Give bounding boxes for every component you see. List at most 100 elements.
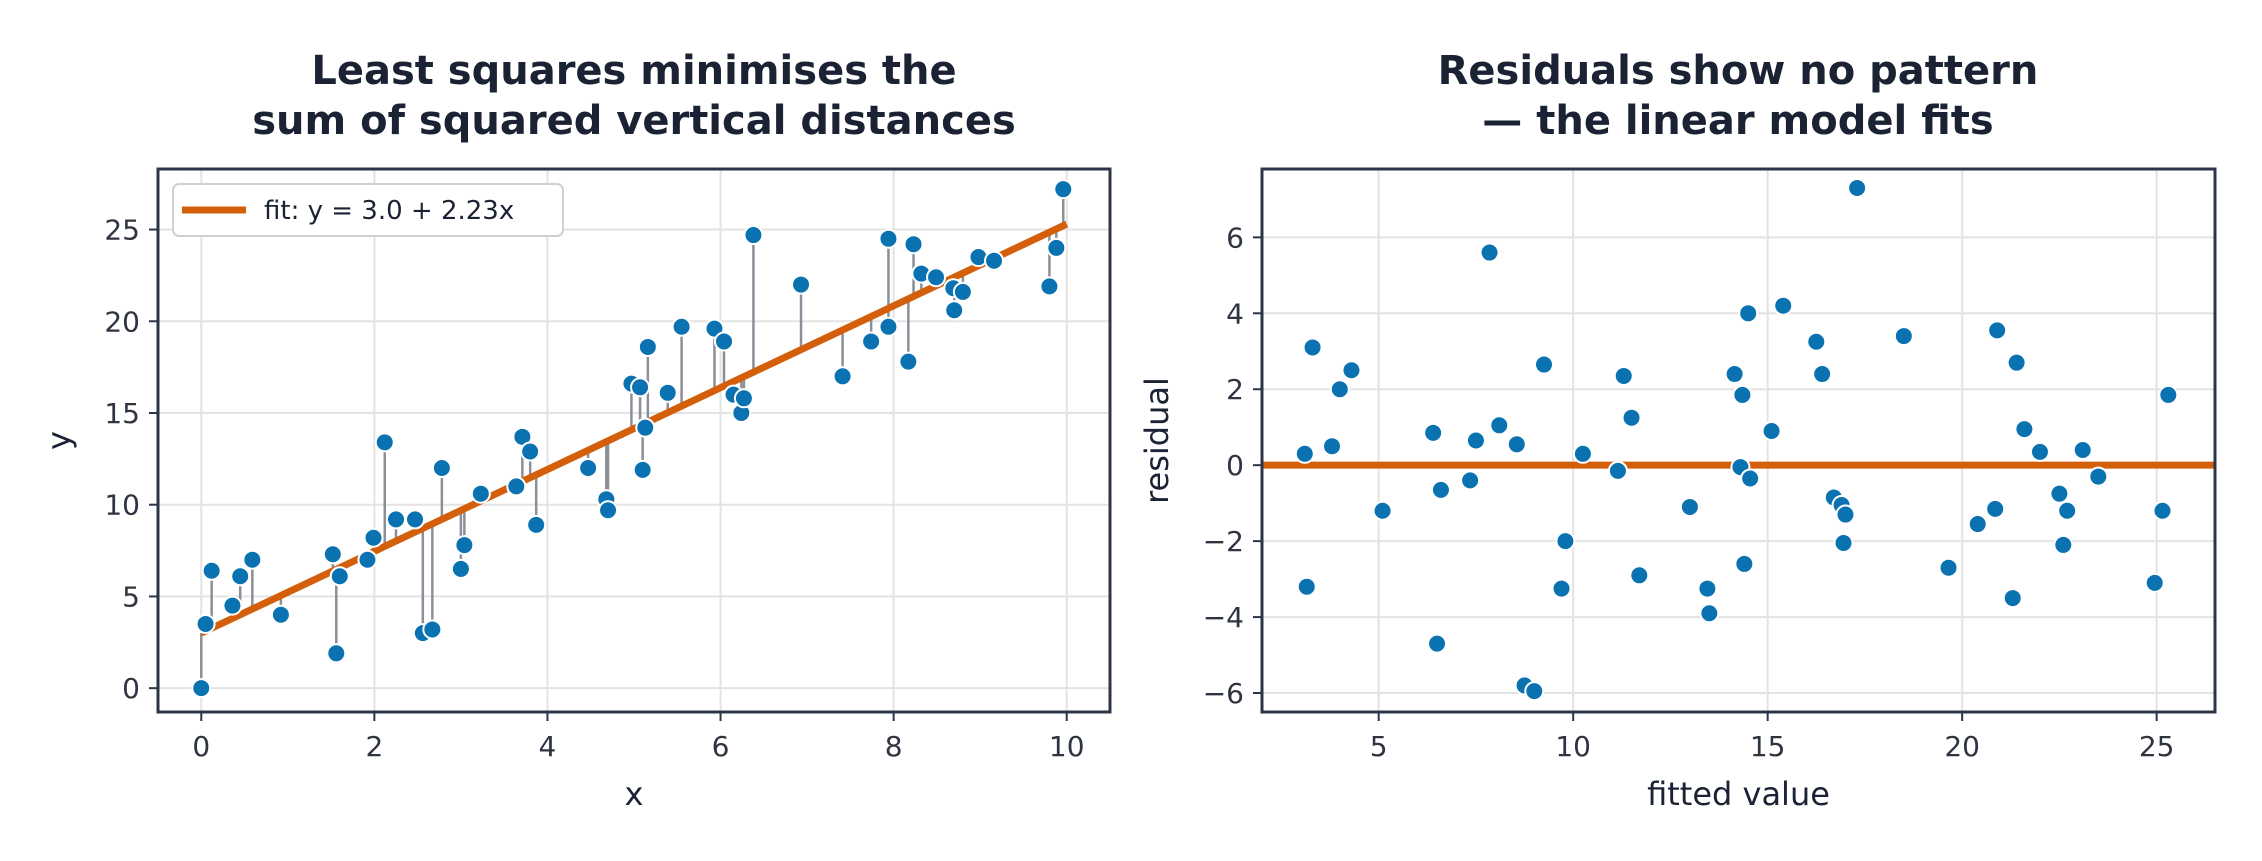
data-point bbox=[1773, 295, 1794, 316]
data-point bbox=[520, 441, 541, 462]
legend-box bbox=[172, 183, 564, 237]
y-tick-label: 20 bbox=[104, 305, 140, 338]
data-point bbox=[832, 366, 853, 387]
data-point bbox=[1572, 443, 1593, 464]
axes-frame bbox=[156, 167, 1112, 714]
data-point bbox=[2144, 572, 2165, 593]
data-point bbox=[195, 613, 216, 634]
data-point bbox=[1294, 443, 1315, 464]
y-tick-label: 2 bbox=[1226, 373, 1244, 406]
data-point bbox=[952, 281, 973, 302]
data-point bbox=[1740, 468, 1761, 489]
chart-title-line: sum of squared vertical distances bbox=[252, 98, 1016, 144]
x-tick-label: 6 bbox=[712, 730, 730, 763]
data-point bbox=[2049, 483, 2070, 504]
data-point bbox=[733, 388, 754, 409]
x-axis-label: x bbox=[625, 775, 644, 813]
x-tick-label: 15 bbox=[1750, 730, 1786, 763]
y-tick-label: 25 bbox=[104, 214, 140, 247]
y-tick-label: 5 bbox=[122, 580, 140, 613]
chart-title-line: Least squares minimises the bbox=[311, 48, 956, 94]
y-tick-label: 0 bbox=[122, 672, 140, 705]
data-point bbox=[374, 432, 395, 453]
data-point bbox=[470, 483, 491, 504]
data-point bbox=[1423, 422, 1444, 443]
data-point bbox=[984, 250, 1005, 271]
data-point bbox=[1724, 364, 1745, 385]
data-point bbox=[506, 476, 527, 497]
data-point bbox=[1322, 436, 1343, 457]
data-point bbox=[230, 566, 251, 587]
data-point bbox=[222, 595, 243, 616]
data-point bbox=[1053, 179, 1074, 200]
data-point bbox=[1847, 177, 1868, 198]
data-point bbox=[1697, 578, 1718, 599]
data-point bbox=[1738, 303, 1759, 324]
data-point bbox=[1524, 681, 1545, 702]
data-point bbox=[1833, 533, 1854, 554]
chart-2: Residuals show no pattern— the linear mo… bbox=[1138, 48, 2217, 813]
y-tick-label: 15 bbox=[104, 397, 140, 430]
data-point bbox=[1465, 430, 1486, 451]
data-point bbox=[1938, 557, 1959, 578]
data-point bbox=[578, 458, 599, 479]
data-point bbox=[405, 509, 426, 530]
plot-area bbox=[191, 179, 1074, 699]
y-tick-label: −4 bbox=[1203, 601, 1244, 634]
data-point bbox=[1372, 500, 1393, 521]
plot-area bbox=[1262, 177, 2215, 702]
x-tick-label: 10 bbox=[1049, 730, 1085, 763]
data-point bbox=[1329, 379, 1350, 400]
data-point bbox=[329, 566, 350, 587]
data-point bbox=[657, 382, 678, 403]
data-point bbox=[630, 377, 651, 398]
data-point bbox=[1551, 578, 1572, 599]
y-tick-label: 10 bbox=[104, 489, 140, 522]
data-point bbox=[1835, 504, 1856, 525]
axes-frame bbox=[1260, 167, 2217, 714]
chart-title-line: Residuals show no pattern bbox=[1438, 48, 2039, 94]
data-point bbox=[2158, 384, 2179, 405]
data-point bbox=[714, 331, 735, 352]
data-point bbox=[454, 535, 475, 556]
data-point bbox=[1489, 415, 1510, 436]
data-point bbox=[357, 549, 378, 570]
data-point bbox=[1460, 470, 1481, 491]
data-point bbox=[422, 619, 443, 640]
legend-label: fit: y = 3.0 + 2.23x bbox=[264, 196, 514, 226]
y-tick-label: 0 bbox=[1226, 449, 1244, 482]
data-point bbox=[861, 331, 882, 352]
data-point bbox=[635, 417, 656, 438]
y-tick-label: 4 bbox=[1226, 297, 1244, 330]
y-tick-label: −6 bbox=[1203, 677, 1244, 710]
data-point bbox=[1806, 331, 1827, 352]
fit-line bbox=[199, 220, 1069, 637]
data-point bbox=[1679, 496, 1700, 517]
data-point bbox=[1985, 498, 2006, 519]
data-point bbox=[242, 549, 263, 570]
data-point bbox=[2006, 352, 2027, 373]
data-point bbox=[2088, 466, 2109, 487]
data-point bbox=[1987, 320, 2008, 341]
data-point bbox=[791, 274, 812, 295]
x-tick-label: 10 bbox=[1555, 730, 1591, 763]
data-point bbox=[1893, 326, 1914, 347]
data-point bbox=[386, 509, 406, 530]
data-point bbox=[1534, 354, 1555, 375]
data-point bbox=[926, 267, 947, 288]
data-point bbox=[526, 514, 547, 535]
x-tick-label: 2 bbox=[365, 730, 383, 763]
data-point bbox=[2152, 500, 2173, 521]
data-point bbox=[743, 225, 764, 246]
data-point bbox=[2057, 500, 2078, 521]
data-point bbox=[2014, 419, 2035, 440]
data-point bbox=[598, 500, 619, 521]
data-point bbox=[1427, 633, 1448, 654]
data-point bbox=[898, 351, 919, 372]
chart-title-line: — the linear model fits bbox=[1482, 98, 1993, 144]
data-point bbox=[632, 459, 653, 480]
data-point bbox=[201, 560, 222, 581]
data-point bbox=[2053, 534, 2074, 555]
